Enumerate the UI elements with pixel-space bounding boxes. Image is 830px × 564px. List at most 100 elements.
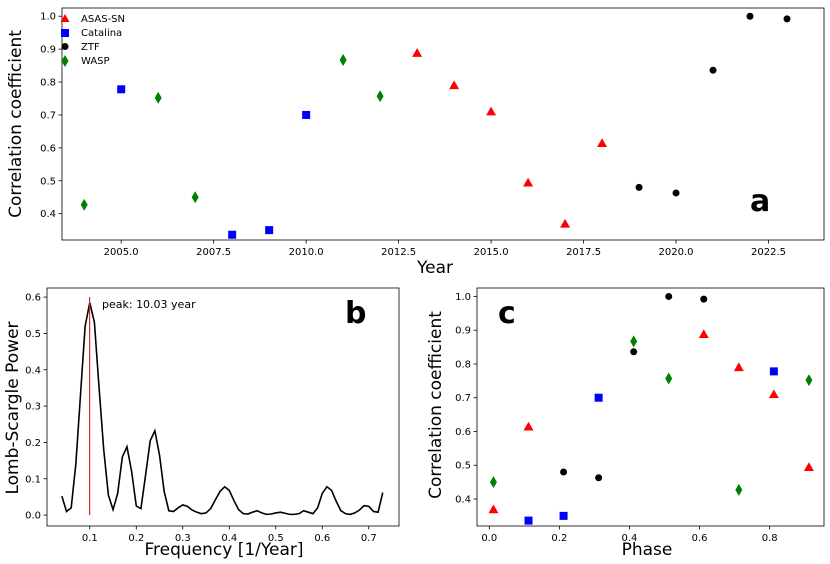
panel-a-xtick-label: 2012.5: [381, 247, 416, 258]
panel-a-ytick-label: 0.5: [40, 176, 56, 187]
panel-c-point-ztf: [595, 474, 603, 482]
panel-a-ytick-label: 0.4: [40, 209, 56, 220]
panel-b-ytick-label: 0.5: [25, 329, 41, 340]
panel-c-ticks: 0.0 0.2 0.4 0.6 0.8 0.4 0.5 0.6 0.7 0.8 0.9 1.0: [455, 292, 778, 544]
panel-c-xtick-label: 0.4: [622, 533, 638, 544]
panel-a-point-asas-sn: [560, 218, 571, 228]
panel-a-xtick-label: 2007.5: [196, 247, 231, 258]
panel-c-point-asas-sn: [488, 504, 499, 514]
panel-a-marks: [80, 12, 791, 239]
panel-a-point-wasp: [376, 90, 384, 103]
legend-asas-sn-label: ASAS-SN: [81, 14, 125, 25]
panel-c-point-ztf: [700, 295, 708, 303]
panel-c-frame: [476, 287, 825, 527]
panel-b-ytick-label: 0.6: [25, 293, 41, 304]
panel-c-point-asas-sn: [733, 362, 744, 372]
panel-a-point-wasp: [339, 54, 347, 66]
panel-c-point-catalina: [769, 367, 778, 376]
panel-c-point-asas-sn: [768, 389, 779, 399]
panel-a-xtick-label: 2015.0: [474, 247, 509, 258]
panel-a-ytick-label: 0.8: [40, 78, 56, 89]
panel-a-point-asas-sn: [412, 48, 423, 57]
panel-c-ytick-label: 0.8: [455, 359, 471, 370]
panel-c-ylabel: Correlation coefficient: [426, 311, 446, 499]
panel-a-point-ztf: [746, 12, 754, 20]
panel-b-peak-annotation: peak: 10.03 year: [102, 298, 196, 311]
panel-c-ytick-label: 0.4: [455, 494, 471, 505]
panel-a-point-ztf: [709, 66, 717, 74]
panel-c-point-ztf: [630, 348, 638, 356]
panel-a-letter: a: [750, 184, 770, 219]
panel-b-marks: [61, 297, 384, 516]
panel-b-ytick-label: 0.4: [25, 365, 41, 376]
panel-a-xtick-label: 2010.0: [289, 247, 324, 258]
legend-wasp-label: WASP: [81, 56, 110, 67]
panel-a-xtick-label: 2020.0: [659, 247, 694, 258]
panel-a-frame: [61, 7, 825, 241]
panel-b-ytick-label: 0.1: [25, 474, 41, 485]
panel-a-point-catalina: [265, 226, 274, 235]
panel-c-point-catalina: [524, 516, 533, 525]
panel-a-point-asas-sn: [449, 80, 460, 90]
panel-a-point-catalina: [302, 110, 311, 119]
panel-c-ytick-label: 0.5: [455, 461, 471, 472]
panel-b-ticks: 0.1 0.2 0.3 0.4 0.5 0.6 0.7 0.0 0.1 0.2 0.3 0.4 0.5 0…: [25, 293, 377, 544]
panel-c-point-wasp: [489, 476, 497, 489]
panel-c-point-asas-sn: [698, 329, 709, 338]
panel-b-ytick-label: 0.3: [25, 402, 41, 413]
panel-c-ytick-label: 0.6: [455, 427, 471, 438]
panel-a-point-catalina: [228, 230, 237, 239]
panel-c-point-catalina: [594, 393, 603, 402]
panel-c-point-wasp: [630, 335, 638, 348]
panel-b-ylabel: Lomb-Scargle Power: [3, 321, 23, 494]
panel-c-point-wasp: [805, 374, 813, 387]
panel-a-point-wasp: [80, 198, 88, 211]
legend-catalina-label: Catalina: [81, 28, 122, 39]
panel-c-marks: [488, 292, 814, 525]
panel-b-ytick-label: 0.2: [25, 438, 41, 449]
panel-c-letter: c: [498, 296, 516, 331]
panel-b-xtick-label: 0.4: [221, 533, 237, 544]
panel-a-ticks: 2005.0 2007.5 2010.0 2012.5 2015.0 2017.5 2020…: [40, 12, 786, 258]
panel-a-ytick-label: 1.0: [40, 12, 56, 23]
panel-b-xtick-label: 0.6: [314, 533, 330, 544]
panel-a-point-ztf: [672, 189, 680, 197]
panel-b-xtick-label: 0.3: [175, 533, 191, 544]
panel-a-xlabel: Year: [416, 258, 453, 278]
panel-c-xlabel: Phase: [622, 540, 673, 560]
panel-a-point-asas-sn: [486, 106, 497, 116]
panel-c-xtick-label: 0.0: [481, 533, 497, 544]
panel-c-point-ztf: [665, 292, 673, 300]
panel-c-point-ztf: [560, 468, 568, 476]
panel-c-point-wasp: [735, 483, 743, 496]
panel-b-xtick-label: 0.1: [82, 533, 98, 544]
panel-a: 2005.0 2007.5 2010.0 2012.5 2015.0 2017.5 2020…: [6, 7, 825, 278]
panel-b-xtick-label: 0.5: [268, 533, 284, 544]
panel-a-ytick-label: 0.9: [40, 45, 56, 56]
panel-a-point-ztf: [635, 183, 643, 191]
panel-b-xtick-label: 0.7: [361, 533, 377, 544]
legend-catalina-marker: [61, 29, 69, 37]
panel-a-point-catalina: [117, 85, 126, 94]
panel-c-point-asas-sn: [803, 462, 814, 472]
panel-c-point-wasp: [665, 372, 673, 385]
panel-c-ytick-label: 0.9: [455, 326, 471, 337]
panel-c-ytick-label: 0.7: [455, 393, 471, 404]
panel-c-xtick-label: 0.2: [551, 533, 567, 544]
panel-c-xtick-label: 0.6: [692, 533, 708, 544]
panel-a-ytick-label: 0.7: [40, 110, 56, 121]
panel-a-ytick-label: 0.6: [40, 143, 56, 154]
panel-a-ylabel: Correlation coefficient: [6, 30, 26, 218]
panel-c-point-asas-sn: [523, 421, 534, 431]
panel-c-ytick-label: 1.0: [455, 292, 471, 303]
panel-c: 0.0 0.2 0.4 0.6 0.8 0.4 0.5 0.6 0.7 0.8 0.9 1.0 Pha…: [426, 287, 825, 560]
panel-a-point-wasp: [154, 91, 162, 104]
legend-ztf-marker: [61, 43, 69, 50]
panel-b-ytick-label: 0.0: [25, 511, 41, 522]
panel-b-frame: [46, 287, 400, 527]
panel-b-xtick-label: 0.2: [128, 533, 144, 544]
panel-a-point-wasp: [191, 191, 199, 204]
legend-ztf-label: ZTF: [81, 42, 100, 53]
legend-wasp-marker: [61, 55, 69, 67]
panel-a-point-asas-sn: [597, 138, 608, 148]
